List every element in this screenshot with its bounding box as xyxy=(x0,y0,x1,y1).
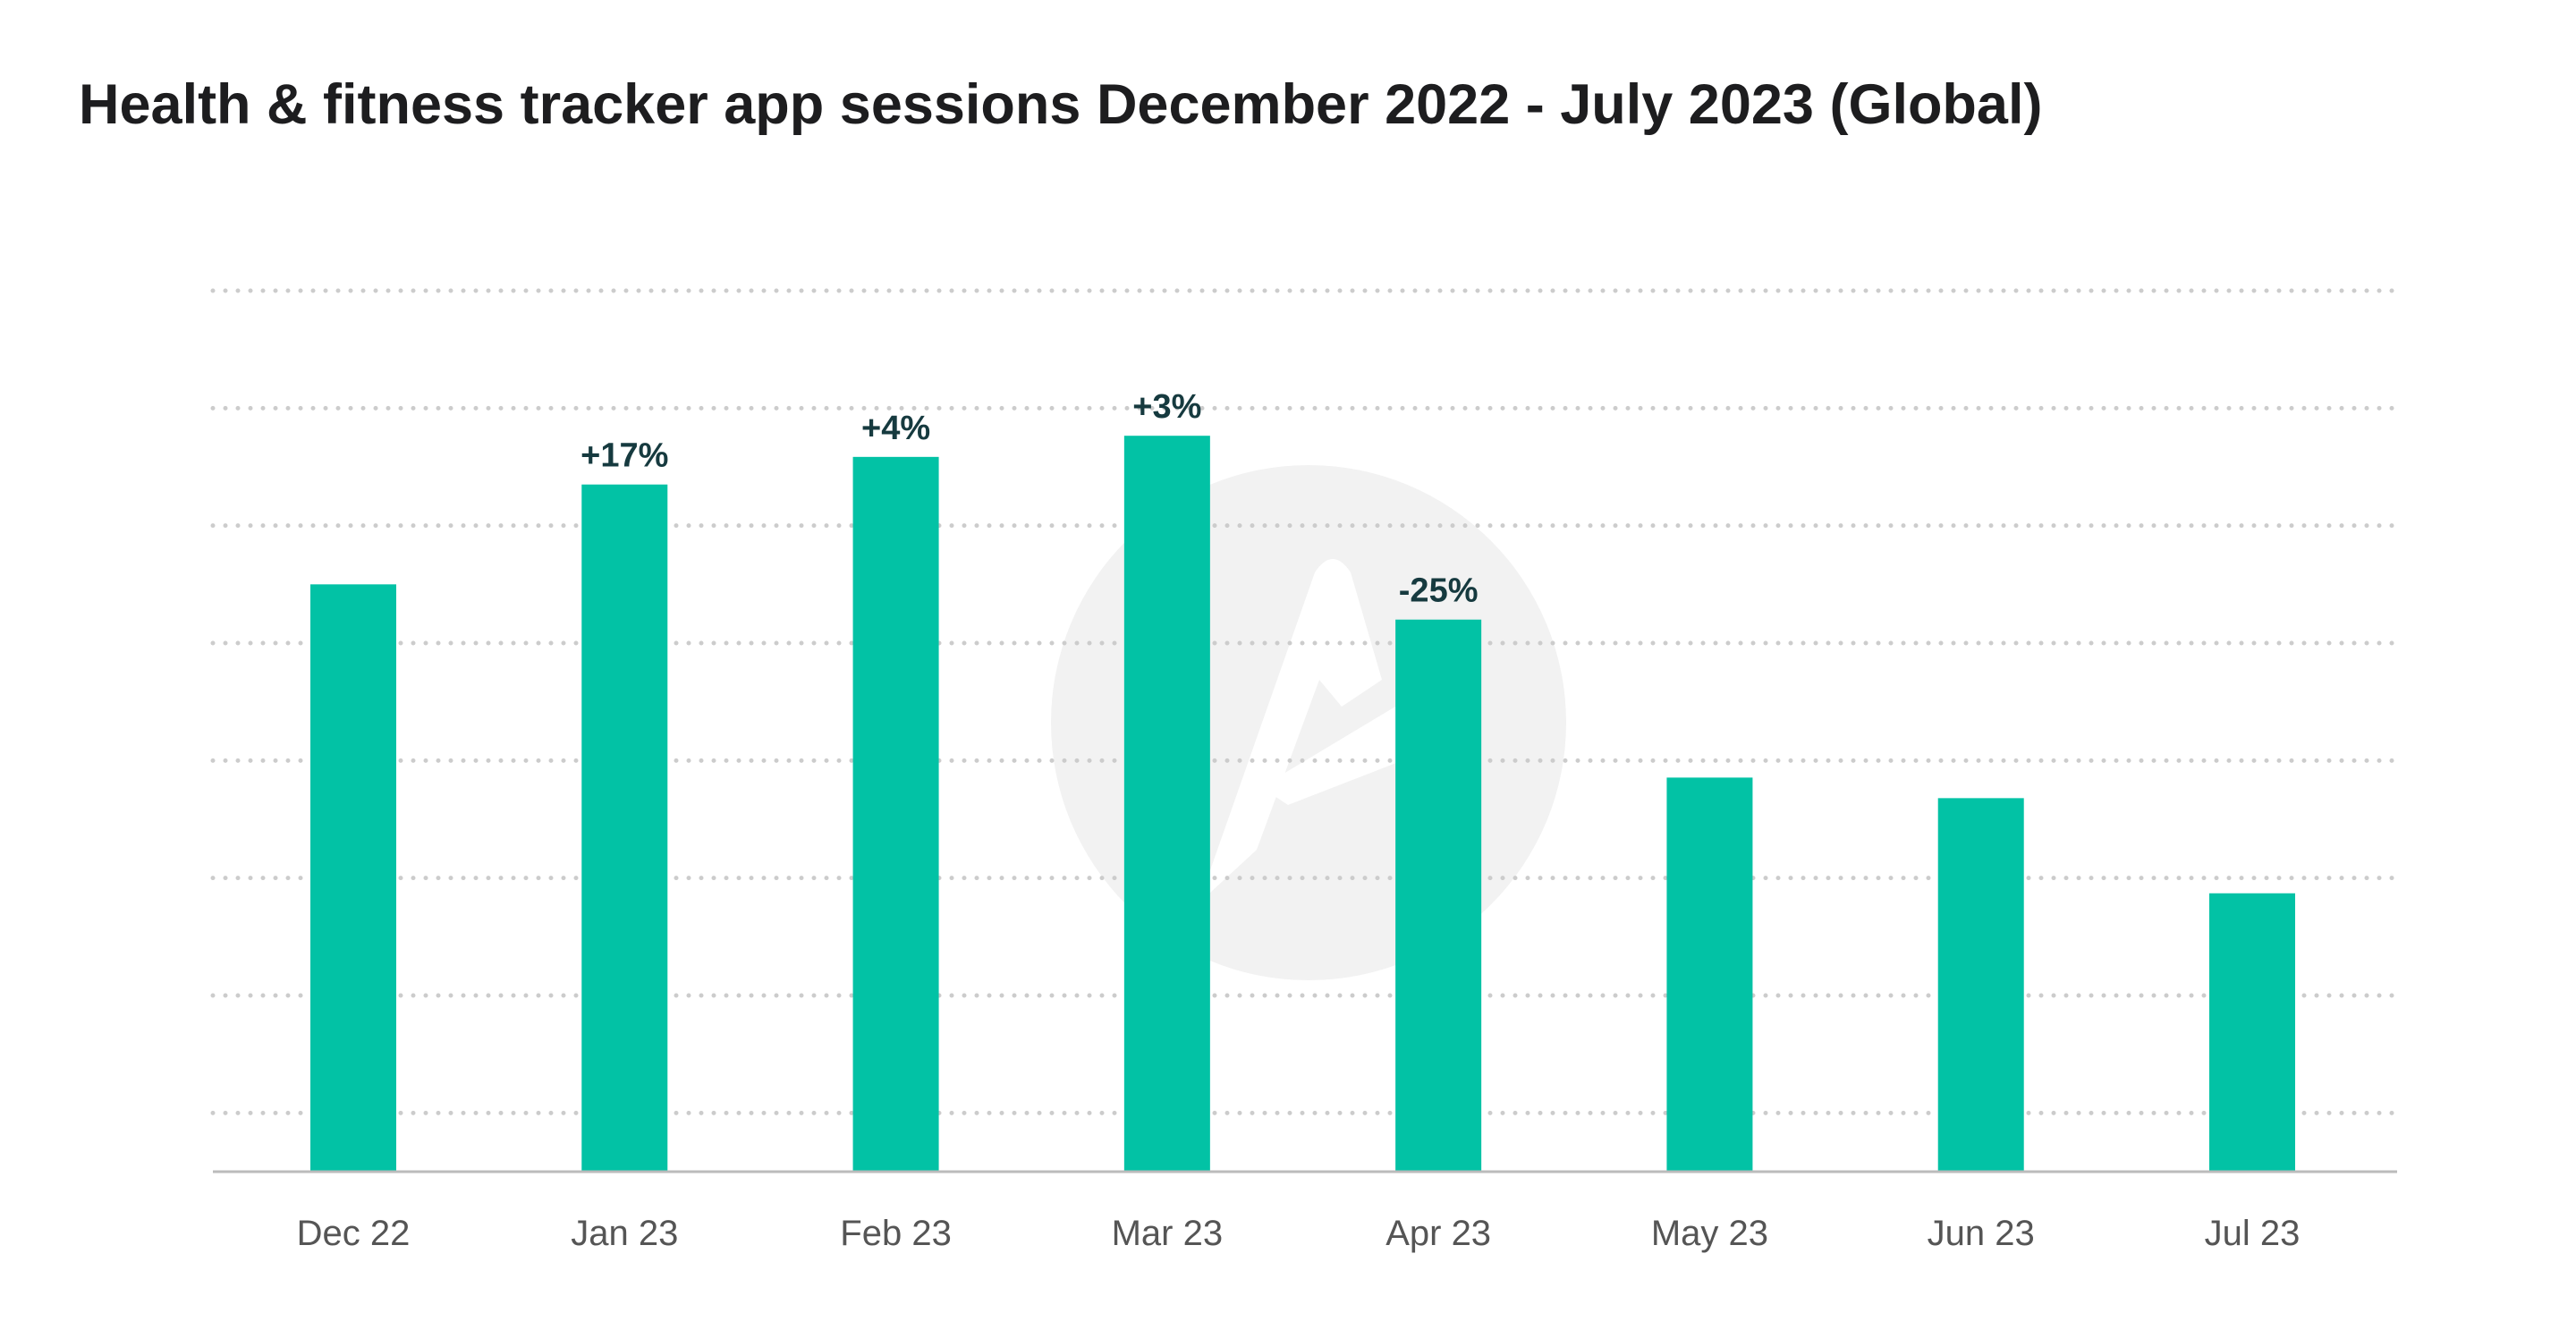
data-label: -25% xyxy=(1399,572,1479,610)
data-label: +3% xyxy=(1132,388,1201,426)
bar xyxy=(1666,777,1753,1172)
bar xyxy=(1395,619,1482,1172)
bar xyxy=(2209,893,2295,1172)
bar xyxy=(1123,436,1210,1172)
x-tick-label: May 23 xyxy=(1651,1214,1768,1253)
x-tick-label: Feb 23 xyxy=(840,1214,952,1253)
x-tick-label: Jan 23 xyxy=(571,1214,678,1253)
bar xyxy=(310,584,396,1172)
x-tick-label: Dec 22 xyxy=(297,1214,411,1253)
x-tick-labels: Dec 22 Jan 23 Feb 23 Mar 23 Apr 23 May 23 Jun … xyxy=(297,1214,2301,1253)
x-tick-label: Apr 23 xyxy=(1385,1214,1491,1253)
x-tick-label: Jun 23 xyxy=(1928,1214,2035,1253)
bars xyxy=(310,436,2295,1172)
data-label: +4% xyxy=(861,410,930,447)
gridlines xyxy=(210,288,2400,1115)
x-tick-label: Mar 23 xyxy=(1112,1214,1224,1253)
chart-title: Health & fitness tracker app sessions De… xyxy=(79,73,2043,136)
x-tick-label: Jul 23 xyxy=(2205,1214,2301,1253)
bar xyxy=(581,484,668,1172)
bar xyxy=(852,456,939,1172)
watermark-glyph xyxy=(1199,559,1449,903)
data-label: +17% xyxy=(580,437,668,475)
bar xyxy=(1937,798,2024,1172)
data-labels: +17% +4% +3% -25% xyxy=(580,388,1478,610)
